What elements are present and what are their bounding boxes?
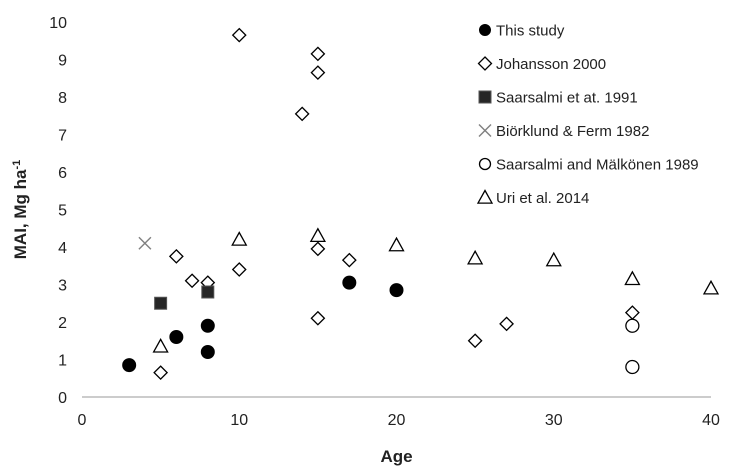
data-point — [467, 249, 484, 265]
y-tick-label: 0 — [58, 390, 67, 407]
legend-item: Saarsalmi et at. 1991 — [478, 90, 638, 107]
legend-marker — [477, 56, 493, 71]
y-tick-label: 3 — [58, 278, 67, 295]
x-tick-label: 40 — [702, 412, 720, 429]
data-point — [152, 338, 169, 353]
legend-item: Uri et al. 2014 — [476, 189, 589, 207]
x-tick-label: 20 — [388, 412, 406, 429]
y-tick-label: 10 — [49, 15, 67, 32]
data-point — [310, 65, 326, 81]
data-point — [499, 316, 514, 332]
data-point — [389, 283, 404, 298]
series-3 — [138, 236, 152, 250]
data-point — [341, 252, 357, 268]
legend-item: Saarsalmi and Mälkönen 1989 — [478, 157, 699, 174]
legend-item: Biörklund & Ferm 1982 — [478, 123, 649, 140]
data-point — [122, 358, 137, 373]
series-4 — [625, 318, 640, 375]
data-point — [702, 279, 720, 295]
y-tick-label: 7 — [58, 128, 67, 145]
data-point — [154, 296, 168, 310]
legend-label: Saarsalmi et at. 1991 — [496, 90, 638, 107]
data-point — [231, 27, 247, 43]
legend-item: Johansson 2000 — [477, 56, 606, 73]
data-point — [200, 345, 215, 359]
series-5 — [152, 227, 720, 353]
x-axis-title: Age — [380, 447, 412, 466]
data-point — [624, 270, 641, 286]
legend-marker — [478, 124, 492, 137]
legend-marker — [479, 24, 491, 36]
legend-label: Johansson 2000 — [496, 56, 606, 73]
data-point — [168, 248, 184, 264]
data-point — [625, 359, 640, 375]
legend-marker — [478, 157, 492, 171]
y-tick-label: 5 — [58, 203, 67, 220]
y-tick-label: 9 — [58, 53, 67, 70]
data-point — [294, 106, 310, 122]
data-point — [310, 46, 326, 62]
data-point — [184, 273, 200, 289]
data-point — [231, 262, 247, 277]
y-tick-label: 1 — [58, 353, 67, 370]
legend: This study Johansson 2000 Saarsalmi et at.… — [476, 23, 699, 207]
data-point — [309, 227, 326, 243]
data-point — [153, 365, 169, 381]
y-tick-label: 2 — [58, 315, 67, 332]
y-tick-label: 8 — [58, 90, 67, 107]
legend-item: This study — [479, 23, 565, 40]
data-point — [200, 318, 215, 333]
data-point — [624, 305, 640, 321]
data-point — [310, 310, 326, 326]
data-point — [310, 241, 326, 257]
x-tick-label: 10 — [230, 412, 248, 429]
y-axis-title-superscript: -1 — [11, 160, 23, 170]
legend-label: Biörklund & Ferm 1982 — [496, 123, 649, 140]
series-2 — [154, 285, 215, 310]
y-axis-title-main: MAI, Mg ha — [11, 169, 30, 259]
data-point — [231, 231, 248, 246]
axes: 0 10 20 30 40 0 1 2 3 4 5 6 7 8 9 10 — [49, 15, 720, 429]
data-point — [201, 285, 215, 299]
legend-label: Uri et al. 2014 — [496, 190, 589, 207]
data-point — [467, 333, 483, 349]
data-point — [138, 236, 152, 250]
x-tick-label: 0 — [78, 412, 87, 429]
data-points — [122, 27, 720, 381]
y-tick-label: 6 — [58, 165, 67, 182]
y-tick-label: 4 — [58, 240, 67, 257]
legend-marker — [476, 189, 494, 204]
legend-marker — [478, 90, 492, 104]
data-point — [342, 275, 357, 290]
data-point — [388, 236, 405, 252]
series-0 — [122, 275, 404, 373]
legend-label: This study — [496, 23, 565, 40]
data-point — [169, 330, 184, 344]
legend-label: Saarsalmi and Mälkönen 1989 — [496, 157, 699, 174]
y-axis-title: MAI, Mg ha-1 — [11, 160, 30, 260]
x-tick-label: 30 — [545, 412, 563, 429]
data-point — [625, 318, 640, 333]
data-point — [545, 251, 562, 267]
